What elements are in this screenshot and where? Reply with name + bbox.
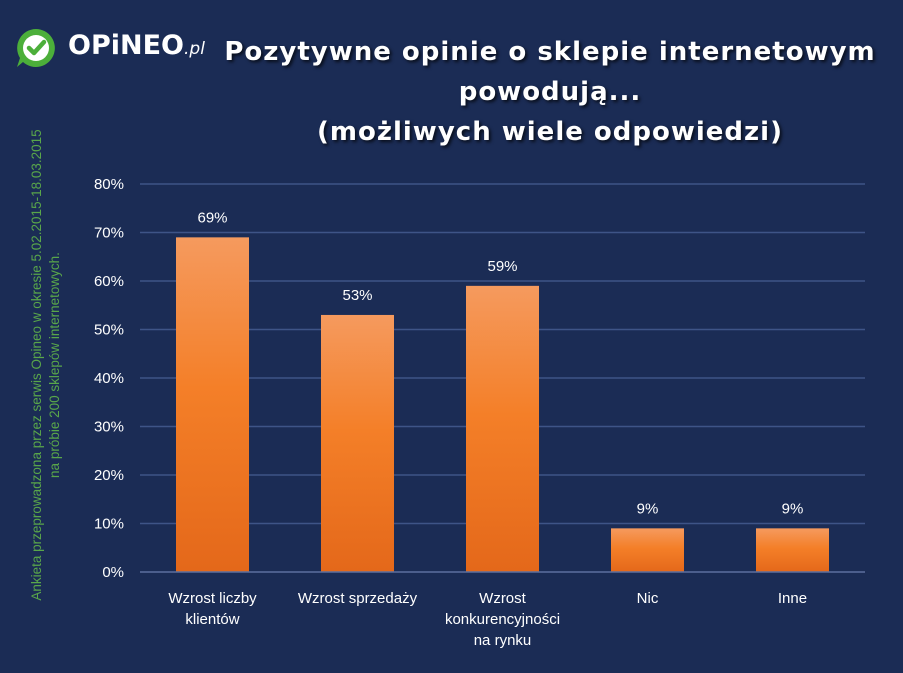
y-tick-label: 20% [94,467,124,484]
y-tick-label: 10% [94,516,124,533]
bar [466,285,539,572]
logo-wordmark: OPiNEO.pl [68,30,205,61]
x-tick-label: Wzrost sprzedaży [298,590,418,607]
x-tick-label: Nic [637,590,659,607]
logo-suffix: .pl [184,39,205,59]
bar [176,237,249,572]
value-label: 59% [487,258,517,275]
x-tick-label: Wzrost konkurencyjności na rynku [445,590,560,649]
x-axis-labels: Wzrost liczby klientów Wzrost sprzedaży Wzr… [168,590,807,649]
y-tick-label: 60% [94,273,124,290]
bar [321,314,394,572]
x-tick-label: Wzrost liczby klientów [168,590,257,628]
y-axis-ticks: 0% 10% 20% 30% 40% 50% 60% 70% 80% [94,176,124,581]
bar [611,528,684,572]
value-label: 69% [197,209,227,226]
y-tick-label: 70% [94,225,124,242]
value-labels: 69% 53% 59% 9% 9% [197,209,803,517]
y-tick-label: 0% [102,564,124,581]
chart-title-line-3: (możliwych wiele odpowiedzi) [317,117,783,147]
value-label: 9% [637,500,659,517]
chart-title-line-2: powodują... [458,77,642,107]
x-tick-label: Inne [778,590,807,607]
y-tick-label: 40% [94,370,124,387]
bar [756,528,829,572]
value-label: 9% [782,500,804,517]
value-label: 53% [342,287,372,304]
logo-name: OPiNEO [68,30,184,61]
chart-title: Pozytywne opinie o sklepie internetowym … [200,32,900,152]
y-tick-label: 80% [94,176,124,193]
opineo-logo: OPiNEO.pl [14,26,214,70]
check-speech-bubble-icon [17,29,55,67]
y-tick-label: 50% [94,322,124,339]
y-tick-label: 30% [94,419,124,436]
chart-title-line-1: Pozytywne opinie o sklepie internetowym [224,37,876,67]
bars [176,237,829,572]
